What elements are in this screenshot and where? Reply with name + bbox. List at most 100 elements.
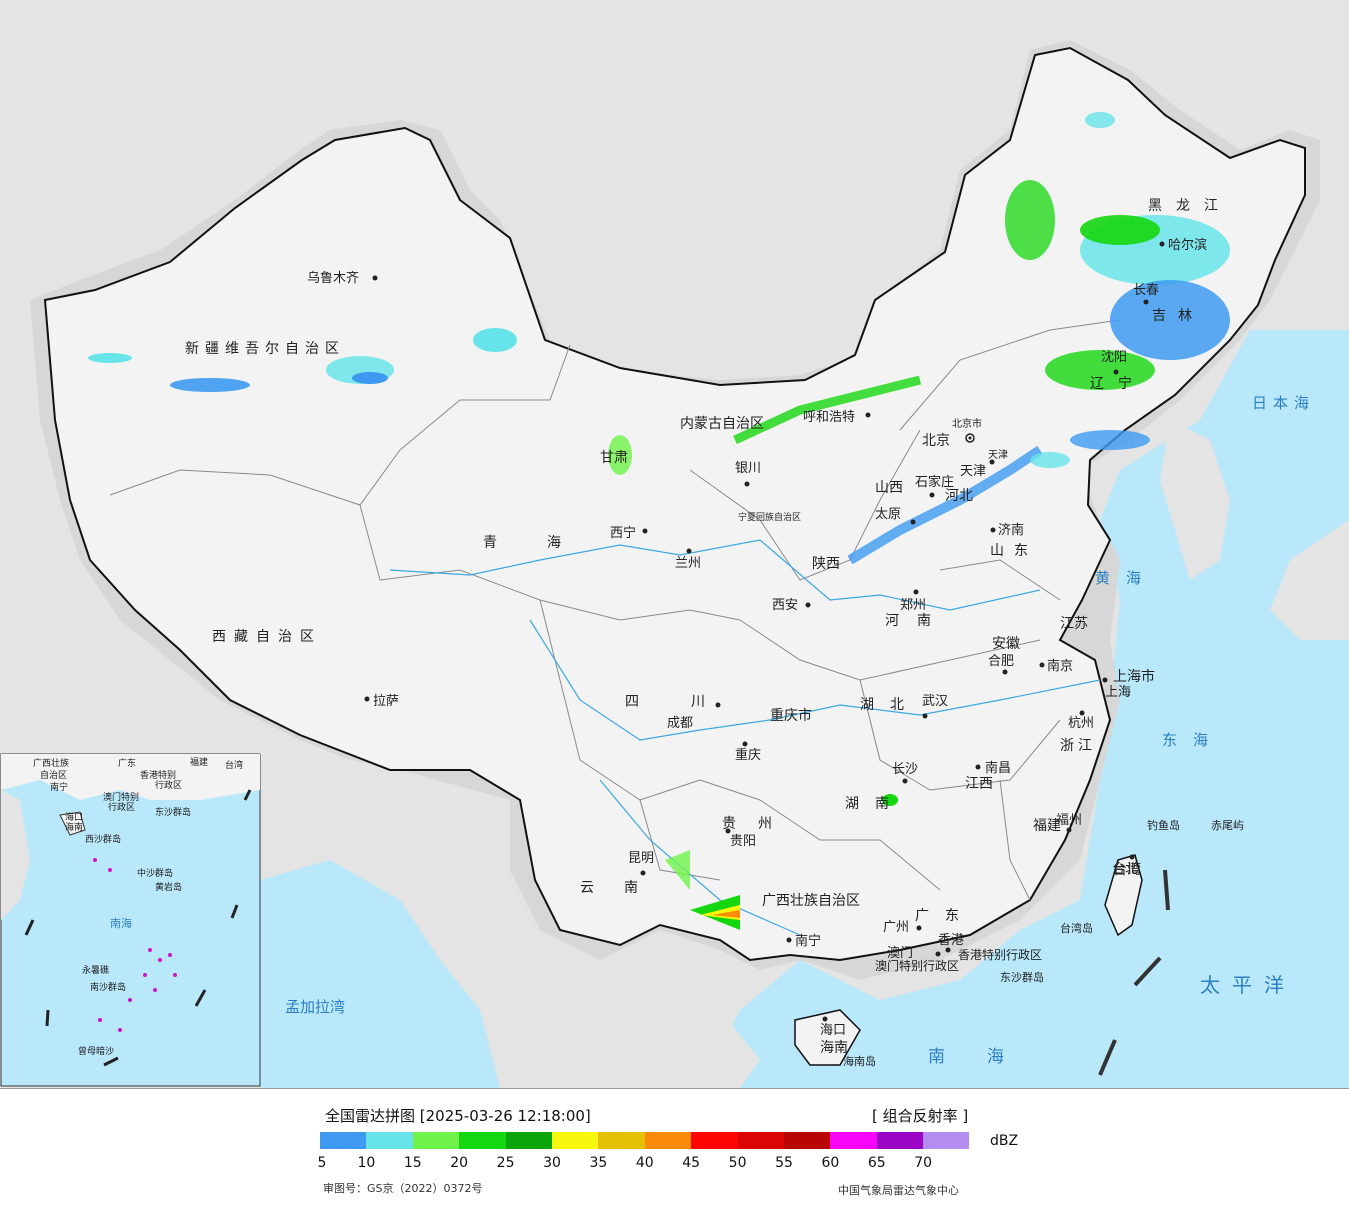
city-chongqing: 重庆 bbox=[735, 747, 761, 763]
city-lhasa: 拉萨 bbox=[373, 694, 399, 709]
inset-taiwan: 台湾 bbox=[225, 759, 243, 771]
inset-guangxi: 广西壮族 bbox=[33, 757, 69, 769]
map-title: 全国雷达拼图 [2025-03-26 12:18:00] bbox=[325, 1107, 591, 1125]
inset-hk: 香港特别 bbox=[140, 769, 176, 781]
label-chongqing: 重庆市 bbox=[770, 707, 812, 724]
label-jiangxi: 江西 bbox=[965, 776, 993, 792]
label-shanxi: 山西 bbox=[875, 480, 903, 496]
color-scale-bar bbox=[320, 1132, 970, 1149]
label-shaanxi: 陕西 bbox=[812, 556, 840, 572]
color-scale-tick: 35 bbox=[589, 1155, 608, 1171]
boundary-dashes bbox=[1098, 869, 1170, 1076]
label-liaoning: 辽宁 bbox=[1090, 375, 1146, 392]
city-hohhot: 呼和浩特 bbox=[803, 410, 855, 425]
city-chengdu: 成都 bbox=[667, 716, 693, 731]
label-zhejiang: 浙江 bbox=[1060, 738, 1096, 754]
sea-japan: 日本海 bbox=[1252, 394, 1315, 412]
inset-macau-2: 行政区 bbox=[108, 801, 135, 813]
city-xian: 西安 bbox=[772, 598, 798, 613]
product-name: [ 组合反射率 ] bbox=[872, 1107, 969, 1125]
inset-xisha: 西沙群岛 bbox=[85, 833, 121, 845]
label-qinghai: 青海 bbox=[483, 535, 611, 551]
inset-zengmu: 曾母暗沙 bbox=[78, 1045, 114, 1057]
sea-pacific: 太平洋 bbox=[1200, 973, 1296, 997]
city-xining: 西宁 bbox=[610, 525, 636, 541]
color-scale-segment bbox=[923, 1132, 970, 1149]
city-beijing: 北京 bbox=[922, 433, 950, 449]
color-scale-segment bbox=[783, 1132, 831, 1149]
color-scale-tick: 25 bbox=[496, 1155, 515, 1171]
city-zhengzhou: 郑州 bbox=[900, 598, 926, 613]
color-scale-tick: 50 bbox=[728, 1155, 747, 1171]
color-scale-tick: 45 bbox=[682, 1155, 701, 1171]
japan-land bbox=[1270, 520, 1349, 640]
city-shanghai: 上海 bbox=[1105, 685, 1131, 700]
color-scale-tick: 5 bbox=[317, 1155, 327, 1171]
color-scale-segment bbox=[459, 1132, 506, 1149]
label-xinjiang: 新疆维吾尔自治区 bbox=[185, 341, 345, 357]
label-jilin: 吉林 bbox=[1152, 308, 1204, 324]
label-macao-sar: 澳门特别行政区 bbox=[875, 958, 959, 973]
inset-yongshu: 永暑礁 bbox=[82, 964, 109, 976]
sea-yellow: 黄海 bbox=[1095, 569, 1157, 587]
label-gansu: 甘肃 bbox=[600, 450, 628, 466]
sea-south: 南海 bbox=[928, 1047, 1046, 1067]
color-scale-segment bbox=[830, 1132, 877, 1149]
inset-hk-2: 行政区 bbox=[155, 779, 182, 791]
city-hangzhou: 杭州 bbox=[1068, 716, 1094, 731]
color-scale-segment bbox=[412, 1132, 460, 1149]
island-hainan: 海南岛 bbox=[843, 1054, 876, 1068]
sea-east: 东海 bbox=[1162, 731, 1224, 749]
color-scale-segment bbox=[737, 1132, 784, 1149]
inset-nanhai: 南海 bbox=[110, 916, 132, 930]
inset-huangyan: 黄岩岛 bbox=[155, 881, 182, 893]
city-fuzhou: 福州 bbox=[1056, 813, 1082, 828]
inset-fujian: 福建 bbox=[190, 756, 208, 768]
label-hainan: 海南 bbox=[820, 1040, 848, 1056]
color-scale-tick: 55 bbox=[775, 1155, 793, 1171]
radar-map: 新疆维吾尔自治区 西藏自治区 青海 甘肃 内蒙古自治区 黑龙江 吉林 辽宁 河北… bbox=[0, 0, 1349, 1088]
city-changchun: 长春 bbox=[1133, 283, 1159, 298]
ocean-west bbox=[260, 860, 500, 1088]
map-labels: 新疆维吾尔自治区 西藏自治区 青海 甘肃 内蒙古自治区 黑龙江 吉林 辽宁 河北… bbox=[185, 198, 1315, 1068]
taiwan-land bbox=[1104, 854, 1143, 937]
color-scale-tick: 10 bbox=[357, 1155, 376, 1171]
label-hebei: 河北 bbox=[945, 488, 973, 504]
color-scale-segment bbox=[598, 1132, 645, 1149]
color-scale-tick: 70 bbox=[914, 1155, 933, 1171]
color-scale-segment bbox=[505, 1132, 552, 1149]
label-yunnan: 云南 bbox=[580, 880, 668, 896]
island-taiwan: 台湾岛 bbox=[1060, 921, 1093, 935]
city-nanjing: 南京 bbox=[1047, 658, 1073, 674]
inset-zhongsha: 中沙群岛 bbox=[137, 867, 173, 879]
city-haikou: 海口 bbox=[820, 1023, 846, 1038]
city-taiyuan: 太原 bbox=[875, 507, 901, 522]
label-neimenggu: 内蒙古自治区 bbox=[680, 416, 764, 432]
indochina-land bbox=[520, 930, 760, 1088]
label-hunan: 湖南 bbox=[845, 796, 905, 812]
city-yinchuan: 银川 bbox=[735, 461, 761, 476]
city-wuhan: 武汉 bbox=[922, 694, 948, 709]
label-hubei: 湖北 bbox=[860, 697, 920, 713]
city-changsha: 长沙 bbox=[892, 762, 918, 777]
island-diaoyu: 钓鱼岛 bbox=[1147, 818, 1180, 832]
label-fujian: 福建 bbox=[1033, 818, 1061, 834]
inset-nansha: 南沙群岛 bbox=[90, 981, 126, 993]
color-scale-tick: 65 bbox=[867, 1155, 886, 1171]
color-scale-segment bbox=[644, 1132, 692, 1149]
city-nanchang: 南昌 bbox=[985, 760, 1011, 776]
province-lines bbox=[109, 319, 1121, 901]
label-shanghai: 上海市 bbox=[1113, 668, 1155, 685]
island-dongsha: 东沙群岛 bbox=[1000, 970, 1044, 984]
inset-guangdong: 广东 bbox=[118, 757, 136, 769]
label-heilongjiang: 黑龙江 bbox=[1148, 198, 1232, 214]
city-shenyang: 沈阳 bbox=[1101, 350, 1127, 365]
city-taipei: 台北 bbox=[1112, 862, 1138, 877]
city-guiyang: 贵阳 bbox=[730, 834, 756, 849]
city-shijiazhuang: 石家庄 bbox=[915, 474, 954, 490]
radar-echoes bbox=[88, 112, 1230, 930]
label-guizhou: 贵州 bbox=[722, 816, 794, 832]
label-henan: 河南 bbox=[885, 613, 949, 629]
label-anhui: 安徽 bbox=[992, 636, 1020, 652]
label-hongkong-sar: 香港特别行政区 bbox=[958, 947, 1042, 962]
